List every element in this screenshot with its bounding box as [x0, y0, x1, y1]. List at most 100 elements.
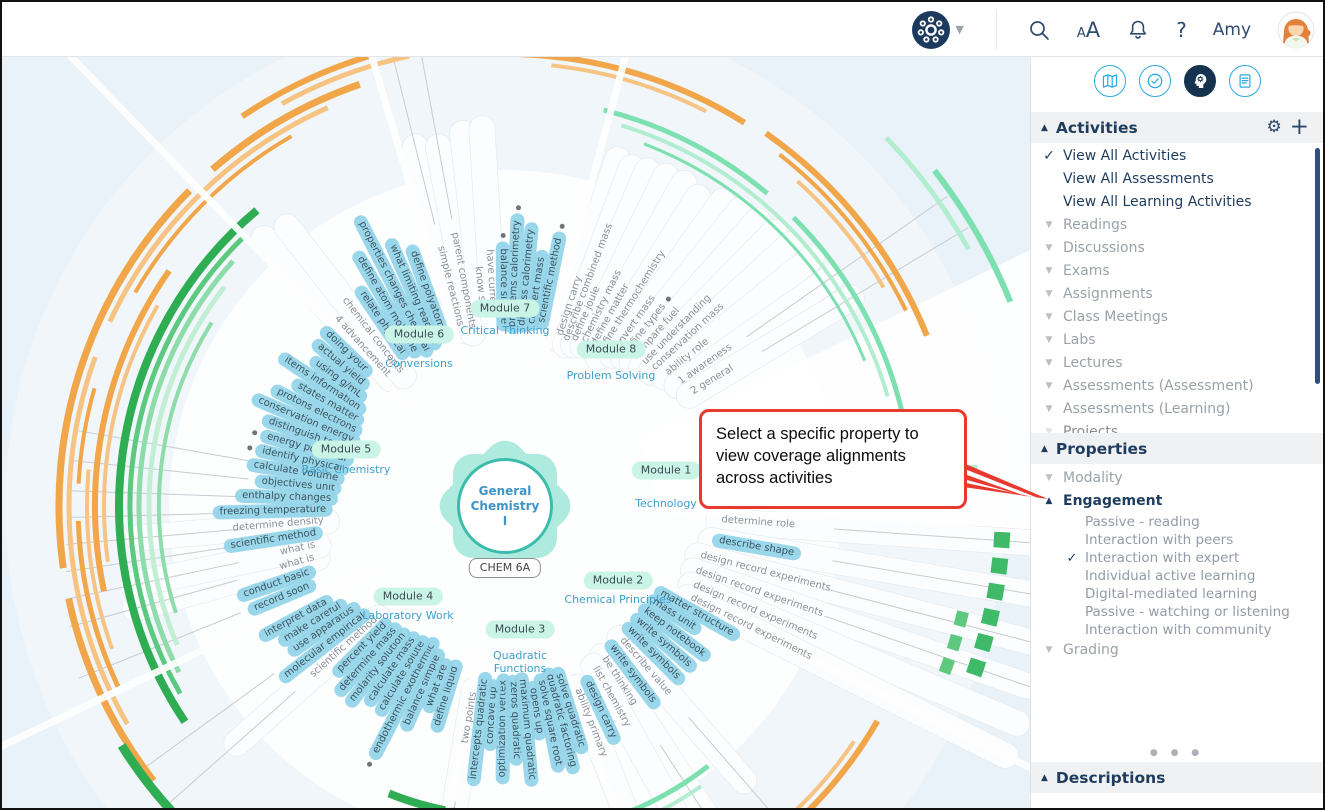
collapse-triangle-icon[interactable]: ▼ [1045, 289, 1053, 299]
module-label[interactable]: Module 7 [470, 297, 540, 318]
collapse-triangle-icon[interactable]: ▲ [1045, 496, 1053, 506]
module-label[interactable]: Module 5 [311, 438, 381, 459]
app-logo[interactable]: ▼ [911, 10, 964, 50]
property-value-label: Individual active learning [1085, 568, 1256, 584]
properties-item[interactable]: ▼ Modality [1031, 467, 1323, 490]
activities-item[interactable]: ▼ Exams [1031, 260, 1313, 283]
leader-line [829, 589, 1030, 643]
module-label[interactable]: Module 6 [384, 323, 454, 344]
activities-item[interactable]: ▼ Labs [1031, 329, 1313, 352]
collapse-triangle-icon[interactable]: ▲ [1041, 772, 1048, 783]
user-name[interactable]: Amy [1212, 19, 1251, 40]
module-separator [537, 57, 629, 372]
property-value-item[interactable]: Individual active learning [1031, 567, 1323, 585]
properties-item[interactable]: ▲ Engagement [1031, 490, 1323, 513]
module-label[interactable]: Module 1 [631, 459, 701, 480]
property-value-item[interactable]: Interaction with peers [1031, 531, 1323, 549]
help-icon[interactable]: ? [1176, 17, 1187, 42]
collapse-triangle-icon[interactable]: ▼ [1045, 358, 1053, 368]
activities-item[interactable]: ▼ Lectures [1031, 352, 1313, 375]
collapse-triangle-icon[interactable]: ▲ [1041, 443, 1048, 454]
notifications-icon[interactable] [1126, 18, 1150, 42]
activities-item[interactable]: ▼ Assessments (Assessment) [1031, 375, 1313, 398]
activity-lane [580, 652, 699, 808]
activities-item[interactable]: ▼ Assessments (Learning) [1031, 398, 1313, 421]
coverage-arc [92, 269, 172, 592]
property-value-item[interactable]: Interaction with community [1031, 621, 1323, 639]
panel-resize-handle[interactable]: ● ● ● [1149, 748, 1205, 758]
activities-item-label: Assessments (Learning) [1063, 401, 1231, 417]
coverage-arc [75, 520, 121, 688]
divider [995, 9, 997, 50]
coverage-arc [146, 285, 227, 647]
leader-line [834, 528, 1030, 544]
head-gear-icon [1194, 74, 1206, 88]
property-value-item[interactable]: Passive - watching or listening [1031, 603, 1323, 621]
module-name-pill[interactable]: Module 5 [311, 440, 381, 459]
collapse-triangle-icon[interactable]: ▼ [1045, 404, 1053, 414]
activities-scrollbar[interactable] [1315, 148, 1320, 384]
property-value-item[interactable]: ✓ Interaction with expert [1031, 549, 1323, 567]
collapse-triangle-icon[interactable]: ▲ [1041, 122, 1048, 133]
course-title[interactable]: General Chemistry I [457, 458, 553, 554]
collapse-triangle-icon[interactable]: ▼ [1045, 645, 1053, 655]
map-icon [1102, 74, 1117, 88]
collapse-triangle-icon[interactable]: ▼ [1045, 473, 1053, 483]
tab-insights[interactable] [1183, 65, 1216, 97]
search-icon[interactable] [1027, 18, 1051, 42]
collapse-triangle-icon[interactable]: ▼ [1045, 381, 1053, 391]
activities-item[interactable]: ▼ Discussions [1031, 237, 1313, 260]
module-name-pill[interactable]: Module 3 [485, 620, 555, 639]
tab-map[interactable] [1093, 65, 1126, 97]
activities-item[interactable]: ▼ Readings [1031, 214, 1313, 237]
activities-panel-header[interactable]: ▲ Activities ⚙ + [1031, 112, 1323, 143]
property-value-item[interactable]: Digital-mediated learning [1031, 585, 1323, 603]
activities-item[interactable]: View All Assessments [1031, 168, 1313, 191]
coverage-arc [280, 57, 410, 106]
collapse-triangle-icon[interactable]: ▼ [1045, 312, 1053, 322]
coverage-arc [974, 632, 994, 653]
coursetune-logo-icon [912, 10, 951, 49]
avatar[interactable] [1277, 11, 1315, 49]
module-name-pill[interactable]: Module 2 [583, 571, 653, 590]
module-name-pill[interactable]: Module 7 [470, 299, 540, 318]
module-name-pill[interactable]: Module 8 [576, 340, 646, 359]
module-name-pill[interactable]: Module 6 [384, 325, 454, 344]
sidebar-tabs [1031, 65, 1323, 97]
activities-item[interactable]: ▼ Class Meetings [1031, 306, 1313, 329]
activities-item[interactable]: View All Learning Activities [1031, 191, 1313, 214]
module-label[interactable]: Module 2 [583, 569, 653, 590]
module-name-pill[interactable]: Module 4 [373, 587, 443, 606]
collapse-triangle-icon[interactable]: ▼ [1045, 335, 1053, 345]
text-size-icon[interactable]: AA [1076, 17, 1101, 42]
activities-item[interactable]: ✓ View All Activities [1031, 145, 1313, 168]
tab-descriptions[interactable] [1228, 65, 1261, 97]
collapse-triangle-icon[interactable]: ▼ [1045, 220, 1053, 230]
gear-icon[interactable]: ⚙ [1266, 117, 1282, 137]
leader-line [761, 227, 969, 352]
module-label[interactable]: Module 4 [373, 585, 443, 606]
collapse-triangle-icon[interactable]: ▼ [1045, 427, 1053, 437]
properties-item-label: Grading [1063, 642, 1119, 658]
module-label[interactable]: Module 8 [576, 338, 646, 359]
marker-dot [515, 205, 521, 211]
properties-item[interactable]: ▼ Grading [1031, 639, 1323, 662]
properties-panel-header[interactable]: ▲ Properties [1031, 433, 1323, 464]
collapse-triangle-icon[interactable]: ▼ [1045, 266, 1053, 276]
module-label[interactable]: Module 3 [485, 618, 555, 639]
module-name-pill[interactable]: Module 1 [631, 461, 701, 480]
module-subtitle: Chemical Principles [564, 593, 672, 606]
coverage-arc [133, 134, 293, 294]
collapse-triangle-icon[interactable]: ▼ [1045, 243, 1053, 253]
coverage-arc [796, 179, 886, 289]
chevron-down-icon: ▼ [955, 23, 964, 36]
coverage-arc [603, 107, 769, 196]
add-activity-icon[interactable]: + [1289, 114, 1309, 140]
property-value-label: Interaction with community [1085, 622, 1272, 638]
module-subtitle: Critical Thinking [460, 324, 550, 337]
tab-alignments[interactable] [1138, 65, 1171, 97]
activities-item[interactable]: ▼ Assignments [1031, 283, 1313, 306]
property-value-label: Interaction with expert [1085, 550, 1240, 566]
descriptions-panel-header[interactable]: ▲ Descriptions [1031, 762, 1323, 793]
property-value-item[interactable]: Passive - reading [1031, 513, 1323, 531]
